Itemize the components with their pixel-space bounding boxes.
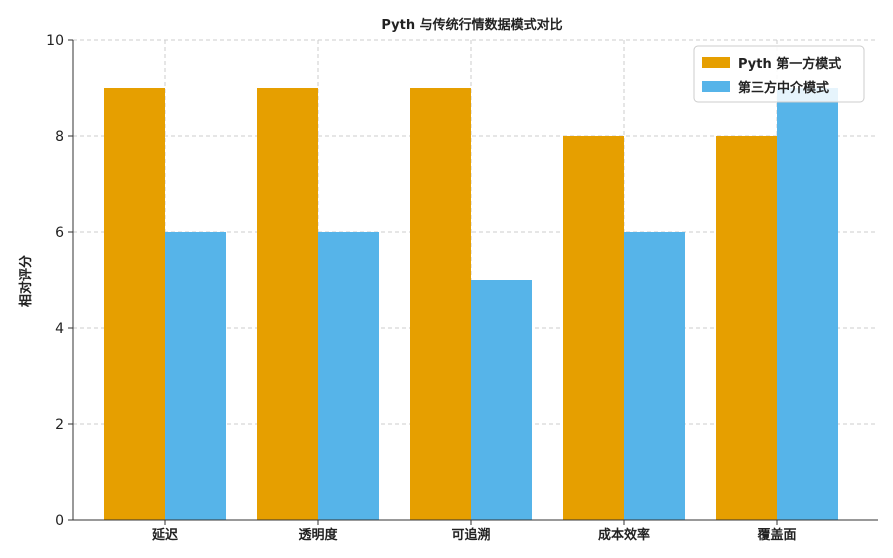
y-tick-label: 8	[55, 129, 64, 145]
bar	[410, 88, 471, 520]
x-tick-label: 透明度	[298, 527, 338, 543]
chart-title: Pyth 与传统行情数据模式对比	[381, 17, 562, 33]
legend-label: 第三方中介模式	[738, 80, 829, 96]
y-tick-label: 4	[55, 321, 64, 337]
bar	[471, 280, 532, 520]
bar	[165, 232, 226, 520]
y-tick-labels: 0 2 4 6 8 10	[46, 33, 73, 529]
y-tick-label: 10	[46, 33, 64, 49]
x-tick-label: 成本效率	[598, 527, 650, 543]
bars	[104, 88, 838, 520]
bar	[318, 232, 379, 520]
x-tick-label: 可追溯	[451, 527, 490, 543]
bar	[716, 136, 777, 520]
bar	[624, 232, 685, 520]
bar	[257, 88, 318, 520]
y-tick-label: 6	[55, 225, 64, 241]
y-tick-label: 0	[55, 513, 64, 529]
y-axis-label: 相对评分	[18, 255, 34, 307]
y-tick-label: 2	[55, 417, 64, 433]
axes	[72, 40, 878, 521]
legend-label: Pyth 第一方模式	[738, 56, 841, 72]
x-tick-label: 延迟	[151, 527, 178, 543]
legend-swatch	[702, 81, 730, 92]
legend-box	[693, 45, 865, 103]
x-tick-label: 覆盖面	[757, 527, 796, 543]
bar	[563, 136, 624, 520]
bar	[777, 88, 838, 520]
x-tick-labels: 延迟 透明度 可追溯 成本效率 覆盖面	[151, 520, 797, 543]
bar	[104, 88, 165, 520]
legend-swatch	[702, 57, 730, 68]
